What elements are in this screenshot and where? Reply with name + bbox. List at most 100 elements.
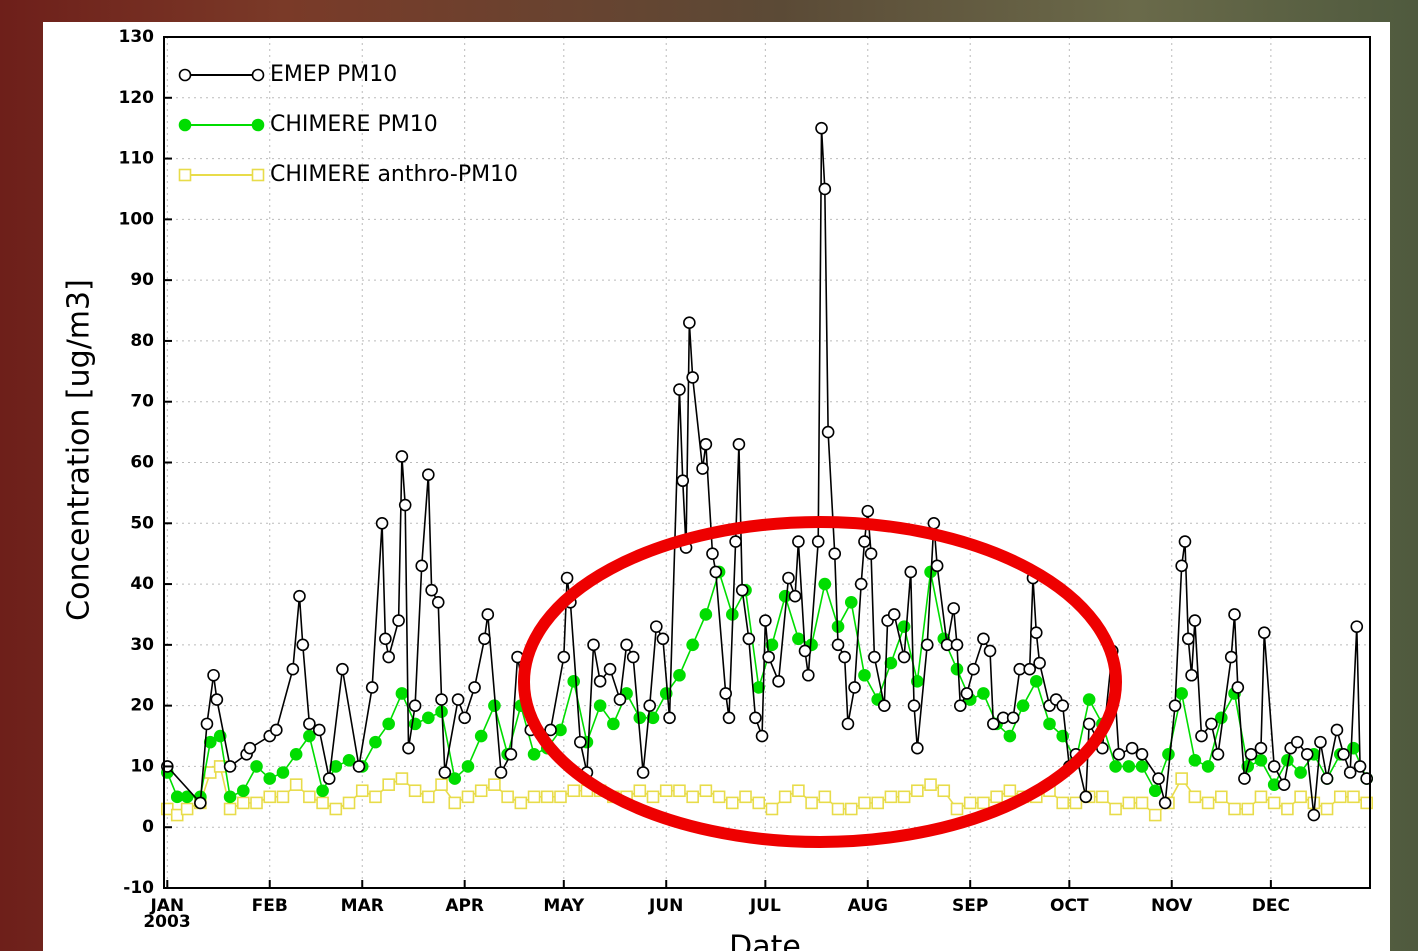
point xyxy=(277,791,288,802)
point xyxy=(763,652,774,663)
point xyxy=(879,700,890,711)
point xyxy=(558,652,569,663)
point xyxy=(790,591,801,602)
point xyxy=(291,749,302,760)
x-tick-label: FEB xyxy=(252,896,288,916)
point xyxy=(1292,737,1303,748)
y-tick-label: 50 xyxy=(130,513,154,533)
point xyxy=(568,676,579,687)
x-tick-label: NOV xyxy=(1151,896,1193,916)
point xyxy=(462,761,473,772)
point xyxy=(899,652,910,663)
legend-label: CHIMERE anthro-PM10 xyxy=(270,162,518,187)
point xyxy=(1196,731,1207,742)
point xyxy=(304,718,315,729)
y-tick-label: 40 xyxy=(130,574,154,594)
point xyxy=(1018,700,1029,711)
point xyxy=(955,700,966,711)
point xyxy=(294,591,305,602)
point xyxy=(225,761,236,772)
point xyxy=(271,724,282,735)
point xyxy=(1179,536,1190,547)
point xyxy=(862,506,873,517)
point xyxy=(588,639,599,650)
point xyxy=(1203,797,1214,808)
point xyxy=(991,791,1002,802)
point xyxy=(657,633,668,644)
point xyxy=(985,645,996,656)
point xyxy=(1216,791,1227,802)
point xyxy=(1150,810,1161,821)
point xyxy=(687,791,698,802)
point xyxy=(965,797,976,808)
point xyxy=(1226,652,1237,663)
y-tick-label: 100 xyxy=(119,209,155,229)
point xyxy=(605,664,616,675)
point xyxy=(201,718,212,729)
point xyxy=(1246,749,1257,760)
point xyxy=(1229,609,1240,620)
point xyxy=(1255,791,1266,802)
point xyxy=(697,463,708,474)
point xyxy=(932,560,943,571)
point xyxy=(951,803,962,814)
point xyxy=(1255,743,1266,754)
point xyxy=(859,670,870,681)
point xyxy=(710,566,721,577)
point xyxy=(793,536,804,547)
point xyxy=(1123,761,1134,772)
point xyxy=(750,712,761,723)
point xyxy=(760,615,771,626)
point xyxy=(225,791,236,802)
point xyxy=(885,791,896,802)
point xyxy=(380,633,391,644)
point xyxy=(1070,797,1081,808)
point xyxy=(833,639,844,650)
point xyxy=(757,731,768,742)
point xyxy=(661,785,672,796)
point xyxy=(1338,749,1349,760)
point xyxy=(264,773,275,784)
point xyxy=(182,803,193,814)
legend-marker xyxy=(253,170,264,181)
point xyxy=(846,803,857,814)
point xyxy=(1295,767,1306,778)
y-tick-label: -10 xyxy=(123,878,154,898)
point xyxy=(1229,803,1240,814)
point xyxy=(928,518,939,529)
point xyxy=(595,676,606,687)
point xyxy=(1004,785,1015,796)
point xyxy=(1282,803,1293,814)
point xyxy=(396,688,407,699)
point xyxy=(1355,761,1366,772)
point xyxy=(621,639,632,650)
point xyxy=(1203,761,1214,772)
point xyxy=(905,566,916,577)
point xyxy=(783,572,794,583)
point xyxy=(816,123,827,134)
y-tick-label: 60 xyxy=(130,453,154,473)
point xyxy=(803,670,814,681)
point xyxy=(1176,688,1187,699)
point xyxy=(909,700,920,711)
point xyxy=(337,664,348,675)
point xyxy=(1110,803,1121,814)
point xyxy=(978,633,989,644)
point xyxy=(1189,755,1200,766)
point xyxy=(684,317,695,328)
chart-panel xyxy=(43,22,1390,951)
point xyxy=(839,652,850,663)
point xyxy=(238,785,249,796)
x-tick-label: MAR xyxy=(341,896,384,916)
y-tick-label: 10 xyxy=(130,756,154,776)
point xyxy=(1308,810,1319,821)
point xyxy=(383,652,394,663)
point xyxy=(1345,767,1356,778)
point xyxy=(899,791,910,802)
point xyxy=(423,791,434,802)
point xyxy=(410,785,421,796)
point xyxy=(899,621,910,632)
legend-marker xyxy=(253,120,264,131)
point xyxy=(195,797,206,808)
point xyxy=(1031,676,1042,687)
